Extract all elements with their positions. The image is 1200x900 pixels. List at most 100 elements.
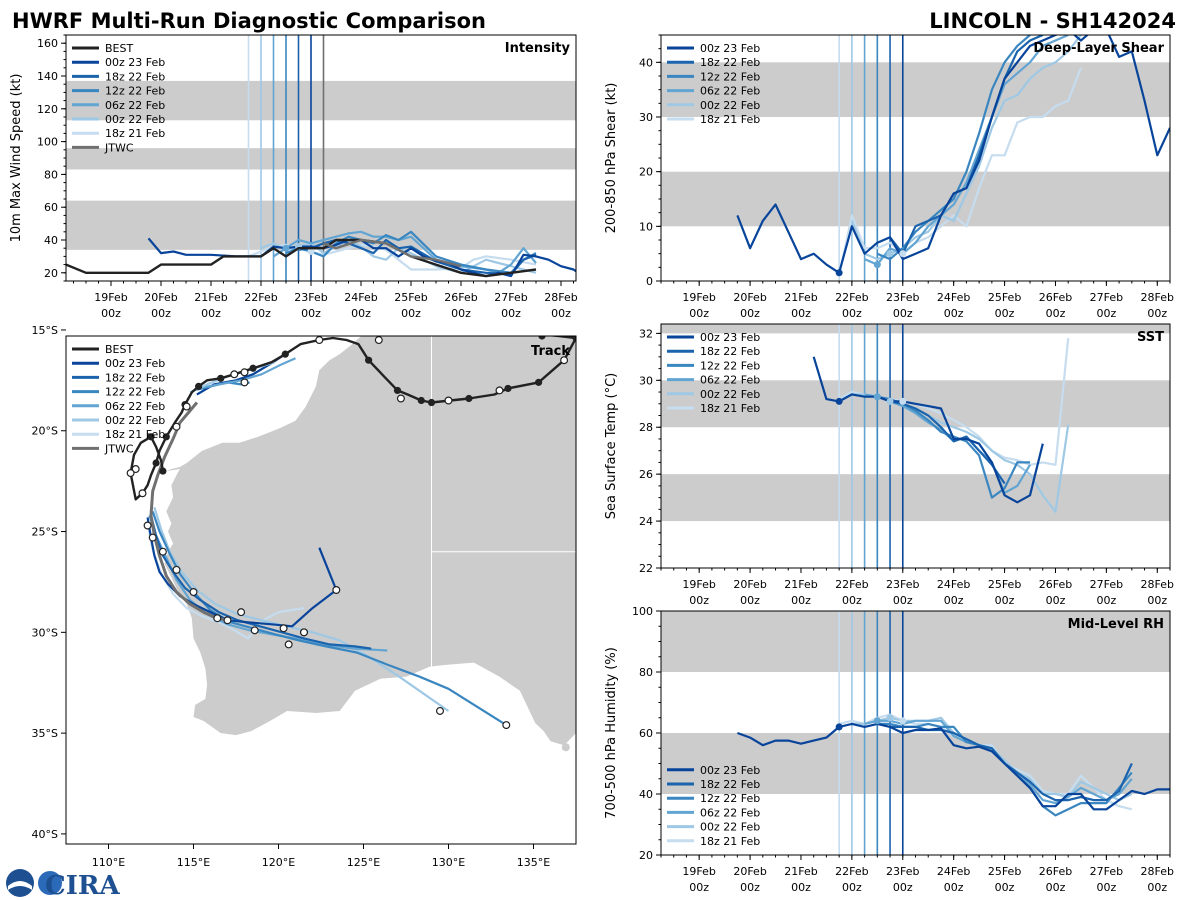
rh-band [661,611,1170,672]
sst-xtick-label-hour: 00z [995,594,1015,607]
track-best-marker [427,398,436,407]
intensity-band [66,80,576,121]
track-best-marker [393,386,402,395]
sst-legend-label: 18z 21 Feb [700,402,760,415]
shear-band [661,171,1170,227]
intensity-init-marker [307,247,315,255]
intensity-band [66,148,576,170]
intensity-legend-label: 06z 22 Feb [105,99,165,112]
shear-ytick-label: 0 [646,275,653,288]
sst-xtick-label-hour: 00z [944,594,964,607]
track-ytick-label: 30°S [32,626,58,639]
track-best-marker [487,326,494,333]
intensity-legend-label: 18z 21 Feb [105,127,165,140]
intensity-xtick-label-hour: 00z [251,307,271,320]
rh-xtick-label: 21Feb [784,865,817,878]
intensity-panel: 20 40 60 80 100 120 140 160 19Feb 00z 20Feb 00z 21Fe… [9,34,578,320]
shear-legend-label: 00z 22 Feb [700,99,760,112]
track-ytick-label: 25°S [32,526,58,539]
rh-init-marker [899,717,907,725]
sst-init-marker [873,393,881,401]
track-best-marker [217,374,225,382]
rh-xtick-label-hour: 00z [944,881,964,894]
track-xtick-label: 120°E [262,856,295,869]
island [561,743,570,752]
rh-series-line [737,722,1170,811]
shear-ytick-label: 10 [639,220,653,233]
track-best-marker [572,336,576,342]
shear-xtick-label: 27Feb [1090,291,1123,304]
track-open-marker [560,356,569,365]
sst-init-marker [886,397,894,405]
cira-logo: CIRA [6,869,120,900]
sst-xtick-label: 28Feb [1141,578,1174,591]
shear-xtick-label-hour: 00z [791,307,811,320]
sst-series-line [812,356,1044,504]
rh-legend-label: 00z 22 Feb [700,821,760,834]
rh-init-marker [886,714,894,722]
track-ytick-label: 15°S [32,324,58,337]
shear-xtick-label-hour: 00z [842,307,862,320]
intensity-xtick-label: 28Feb [544,291,577,304]
sst-xtick-label-hour: 00z [1096,594,1116,607]
track-open-marker [240,368,249,377]
rh-xtick-label-hour: 00z [893,881,913,894]
rh-xtick-label: 25Feb [988,865,1021,878]
track-legend-label: 18z 22 Feb [105,371,165,384]
sst-ytick-label: 32 [639,327,653,340]
track-best-marker [417,396,425,405]
rh-xtick-label: 27Feb [1090,865,1123,878]
intensity-legend-label: 12z 22 Feb [105,85,165,98]
shear-xtick-label: 26Feb [1039,291,1072,304]
sst-xtick-label: 24Feb [937,578,970,591]
rh-xtick-label: 24Feb [937,865,970,878]
intensity-xtick-label-hour: 00z [351,307,371,320]
track-open-marker [396,394,405,403]
track-best-marker [249,364,257,372]
intensity-xtick-label-hour: 00z [451,307,471,320]
intensity-xtick-label: 23Feb [294,291,327,304]
rh-plot-area [661,611,1170,855]
shear-xtick-label-hour: 00z [1046,307,1066,320]
shear-ylabel: 200-850 hPa Shear (kt) [604,83,619,234]
track-best-marker [535,378,543,386]
intensity-series-line [285,230,537,274]
track-open-marker [436,706,445,715]
track-best-marker [365,356,373,364]
track-open-marker [138,489,147,498]
intensity-legend-label: 00z 23 Feb [105,56,165,69]
shear-legend-label: 12z 22 Feb [700,70,760,83]
shear-init-marker [835,269,843,277]
sst-xtick-label-hour: 00z [1147,594,1167,607]
intensity-init-marker [282,244,290,252]
sst-legend-label: 00z 23 Feb [700,331,760,344]
rh-title: Mid-Level RH [1068,617,1164,632]
intensity-xtick-label-hour: 00z [201,307,221,320]
rh-init-marker [835,723,843,731]
shear-xtick-label: 19Feb [682,291,715,304]
rh-ytick-label: 80 [639,666,653,679]
intensity-best-line [66,238,537,278]
track-xtick-label: 110°E [92,856,125,869]
shear-xtick-label-hour: 00z [1096,307,1116,320]
sst-band [661,324,1170,334]
rh-xtick-label-hour: 00z [740,881,760,894]
intensity-xtick-label: 24Feb [344,291,377,304]
rh-xtick-label: 19Feb [682,865,715,878]
shear-legend-label: 18z 22 Feb [700,56,760,69]
intensity-title: Intensity [505,41,571,56]
intensity-xtick-label: 22Feb [244,291,277,304]
intensity-xtick-label: 27Feb [494,291,527,304]
track-legend-label: 00z 23 Feb [105,357,165,370]
track-open-marker [230,370,239,379]
intensity-ylabel: 10m Max Wind Speed (kt) [9,74,24,243]
sst-xtick-label-hour: 00z [893,594,913,607]
intensity-xtick-label-hour: 00z [301,307,321,320]
track-xtick-label: 135°E [517,856,550,869]
track-legend-label: BEST [105,343,133,356]
rh-legend-label: 00z 23 Feb [700,764,760,777]
track-open-marker [502,721,511,730]
rh-xtick-label-hour: 00z [842,881,862,894]
track-best-marker [147,433,155,441]
australia-landmass [164,336,576,746]
